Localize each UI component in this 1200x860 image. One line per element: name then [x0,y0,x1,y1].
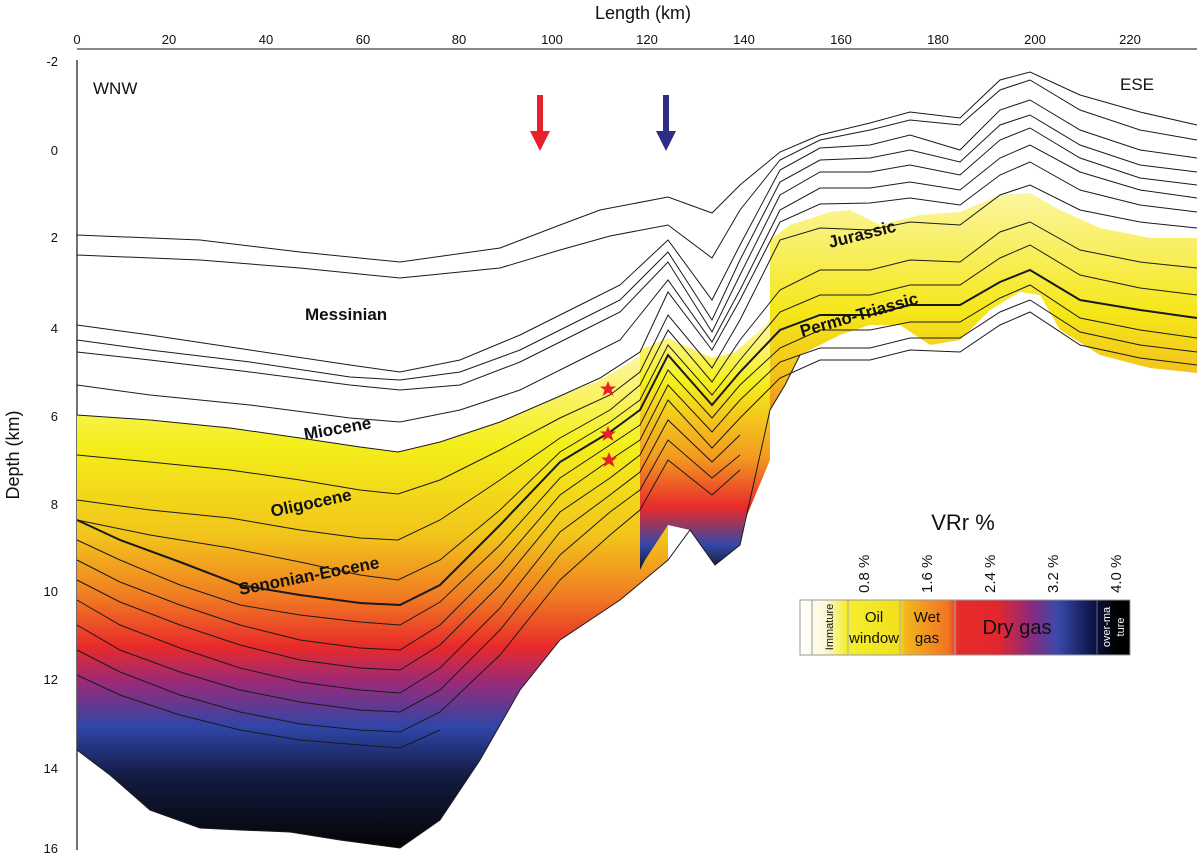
y-tick-label: 2 [51,230,58,245]
x-tick-label: 140 [733,32,755,47]
legend-zone-oil-line1: Oil [865,609,883,626]
y-axis-title: Depth (km) [3,410,23,499]
legend-zone-over-line2: ture [1115,618,1127,637]
miocene-label: Miocene [302,413,372,444]
x-tick-label: 120 [636,32,658,47]
basement-outline [76,354,801,849]
horizon-line [76,184,1198,495]
central-fill [640,320,770,570]
sample-stars [600,381,617,467]
legend-tick: 3.2 % [1045,555,1062,593]
y-tick-label: 8 [51,497,58,512]
y-tick-label: 10 [44,584,58,599]
y-tick-label: 4 [51,321,58,336]
y-tick-labels: -2 0 2 4 6 8 10 12 14 16 [44,54,58,856]
horizon-line [76,439,741,713]
legend-zone-immature: Immature [824,604,836,650]
y-tick-label: 14 [44,761,58,776]
vitrinite-legend: VRr % 0.8 % 1.6 % 2.4 % 3.2 % 4.0 % Imma… [799,510,1131,656]
blue-arrow-shaft [663,95,669,133]
legend-zone-over-line1: over-ma [1101,606,1113,647]
legend-tick: 1.6 % [919,555,936,593]
messinian-label: Messinian [305,305,387,324]
x-tick-label: 220 [1119,32,1141,47]
blue-arrow [656,95,676,151]
horizon-line [76,244,1198,581]
wnw-label: WNW [93,79,137,98]
y-tick-label: 16 [44,841,58,856]
horizon-line [76,114,1198,381]
legend-tick: 4.0 % [1108,555,1125,593]
horizon-lines [76,71,1198,749]
horizon-line [76,99,1198,373]
horizon-line [76,284,1198,626]
horizon-line [76,127,1198,391]
legend-color-bar [799,599,1131,656]
legend-zone-wet-line2: gas [915,630,939,647]
x-tick-label: 40 [259,32,273,47]
legend-zone-wet-line1: Wet [914,609,941,626]
horizon-line [76,299,1198,651]
horizon-line [76,311,1198,671]
y-tick-label: 6 [51,409,58,424]
star-marker [600,426,616,441]
blue-arrow-head [656,131,676,151]
x-tick-label: 180 [927,32,949,47]
star-marker [600,381,616,396]
y-tick-label: 0 [51,143,58,158]
eastern-block-fill [770,193,1197,410]
x-axis-title: Length (km) [595,3,691,23]
x-tick-label: 60 [356,32,370,47]
horizon-line [76,419,741,694]
maturity-fill [77,193,1197,848]
x-tick-label: 100 [541,32,563,47]
legend-zone-dry-gas: Dry gas [983,617,1052,639]
x-tick-label: 0 [73,32,80,47]
legend-title: VRr % [931,510,995,535]
y-tick-label: 12 [44,672,58,687]
horizon-line [76,71,1198,263]
horizon-line [76,79,1198,279]
x-tick-labels: 0 20 40 60 80 100 120 140 160 180 200 22… [73,32,1140,47]
x-tick-label: 80 [452,32,466,47]
horizon-line [76,161,1198,453]
horizon-line [76,221,1198,541]
legend-tick: 0.8 % [856,555,873,593]
legend-zone-oil-line2: window [848,630,899,647]
horizon-line [76,268,1198,607]
horizon-line [76,674,441,749]
ese-label: ESE [1120,75,1154,94]
x-tick-label: 200 [1024,32,1046,47]
x-tick-label: 20 [162,32,176,47]
red-arrow-head [530,131,550,151]
x-tick-label: 160 [830,32,852,47]
western-basin-fill [77,345,668,848]
horizon-line [76,459,741,733]
red-arrow-shaft [537,95,543,133]
horizon-line [76,144,1198,423]
y-tick-label: -2 [46,54,58,69]
star-marker [601,452,617,467]
legend-tick: 2.4 % [982,555,999,593]
red-arrow [530,95,550,151]
